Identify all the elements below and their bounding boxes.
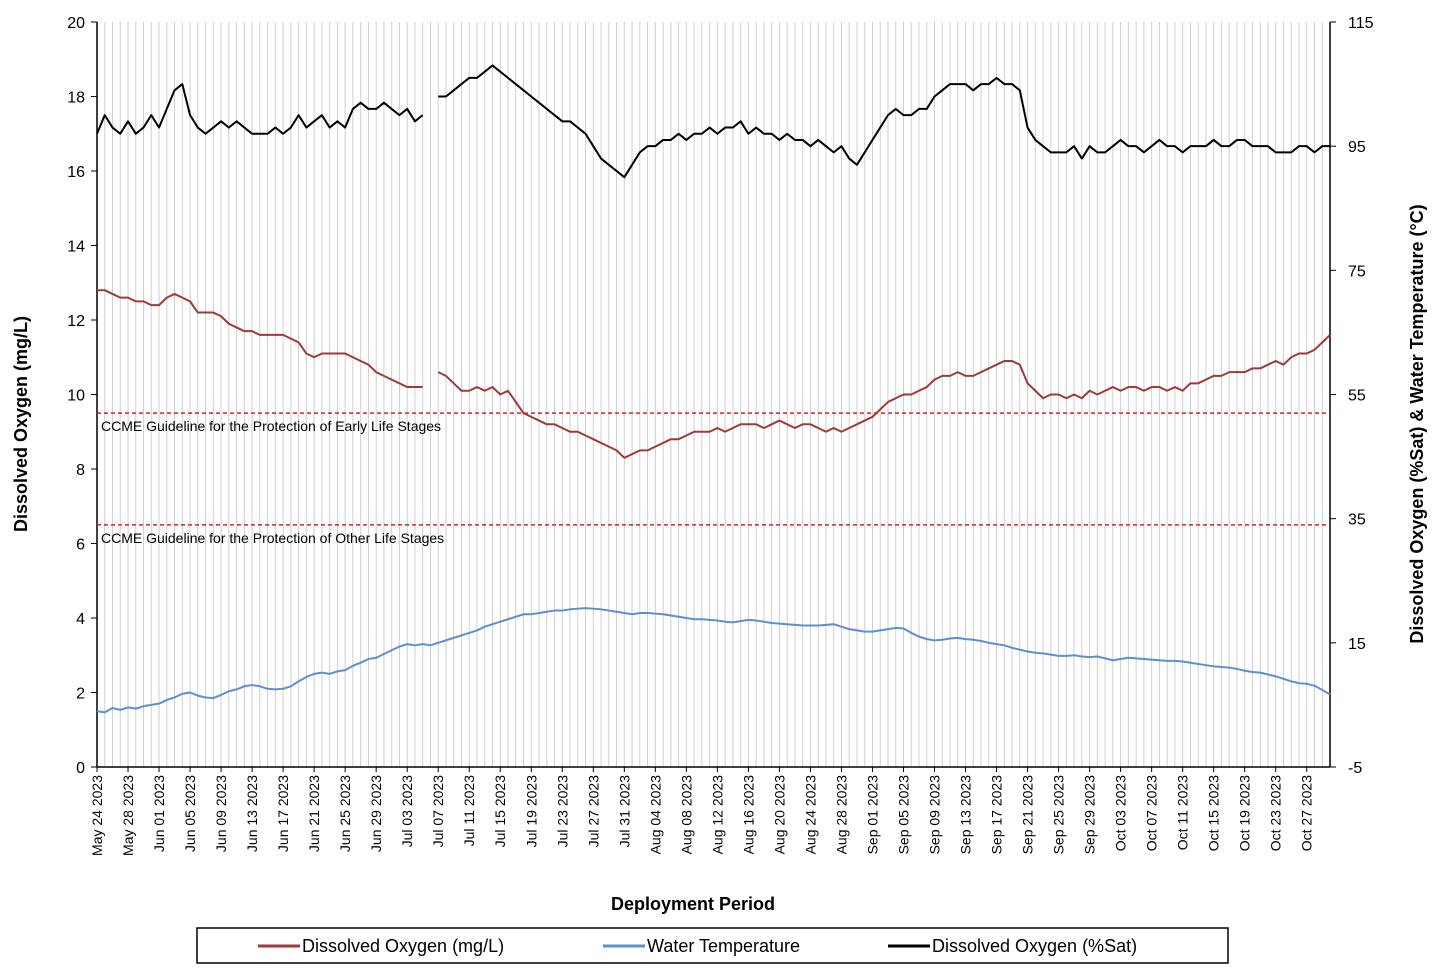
y-axis-title: Dissolved Oxygen (mg/L) [11,316,31,532]
x-tick-label: Jul 31 2023 [616,775,632,848]
x-tick-label: Jun 01 2023 [151,775,167,852]
x-tick-label: Jun 29 2023 [368,775,384,852]
x-tick-label: Jul 11 2023 [461,775,477,847]
x-tick-label: Aug 04 2023 [647,775,663,855]
x-tick-label: Aug 28 2023 [833,775,849,855]
x-tick-label: Jul 07 2023 [430,775,446,848]
x-tick-label: Aug 08 2023 [678,775,694,855]
line-series [96,64,1330,179]
y2-tick-label: 95 [1348,139,1366,156]
y-tick-label: 14 [67,239,85,256]
x-tick-label: Jul 03 2023 [399,775,415,848]
x-tick-label: Oct 11 2023 [1175,775,1191,850]
x-tick-label: Oct 15 2023 [1206,775,1222,851]
x-tick-label: Aug 16 2023 [740,775,756,855]
line-series [96,607,1331,714]
y-tick-label: 10 [67,388,85,405]
reference-label: CCME Guideline for the Protection of Ear… [101,418,441,434]
x-axis-title: Deployment Period [611,894,775,914]
legend-box [196,927,1229,964]
x-tick-label: Jul 19 2023 [523,775,539,848]
x-tick-label: Jul 15 2023 [492,775,508,848]
x-tick-label: Jun 17 2023 [275,775,291,852]
y2-tick-label: 35 [1348,512,1366,529]
x-tick-label: Sep 25 2023 [1051,775,1067,855]
x-tick-label: Oct 03 2023 [1113,775,1129,851]
x-tick-label: May 24 2023 [89,775,105,856]
x-tick-label: Sep 29 2023 [1082,775,1098,855]
x-tick-label: Oct 23 2023 [1268,775,1284,851]
x-tick-label: Oct 07 2023 [1144,775,1160,851]
y2-tick-label: -5 [1348,760,1362,777]
x-tick-label: Sep 17 2023 [989,775,1005,855]
x-tick-label: Jun 05 2023 [182,775,198,852]
line-series [97,289,1331,459]
y-tick-label: 6 [76,537,85,554]
y2-tick-label: 55 [1348,388,1366,405]
x-tick-label: Oct 19 2023 [1237,775,1253,851]
y2-axis-title: Dissolved Oxygen (%Sat) & Water Temperat… [1407,204,1427,643]
x-tick-label: Jul 23 2023 [554,775,570,848]
y-tick-label: 18 [67,90,85,107]
x-tick-label: Jun 13 2023 [244,775,260,852]
y-tick-label: 8 [76,462,85,479]
x-tick-label: May 28 2023 [120,775,136,856]
x-tick-label: Jul 27 2023 [585,775,601,848]
x-tick-label: Jun 25 2023 [337,775,353,852]
x-tick-label: Sep 13 2023 [958,775,974,855]
y-tick-label: 2 [76,686,85,703]
x-tick-label: Sep 05 2023 [895,775,911,855]
x-tick-label: Aug 24 2023 [802,775,818,855]
legend-label: Water Temperature [647,936,800,956]
x-tick-label: Aug 12 2023 [709,775,725,855]
x-tick-label: Oct 27 2023 [1299,775,1315,851]
y-tick-label: 12 [67,313,85,330]
y-tick-label: 20 [67,15,85,32]
y2-tick-label: 115 [1348,15,1374,32]
legend-label: Dissolved Oxygen (%Sat) [932,936,1137,956]
x-tick-label: Jun 21 2023 [306,775,322,852]
x-tick-label: Aug 20 2023 [771,775,787,855]
x-tick-label: Sep 21 2023 [1020,775,1036,855]
legend-label: Dissolved Oxygen (mg/L) [302,936,504,956]
x-tick-label: Jun 09 2023 [213,775,229,852]
y2-tick-label: 15 [1348,636,1366,653]
y2-tick-label: 75 [1348,263,1366,280]
x-tick-label: Sep 09 2023 [927,775,943,855]
x-tick-label: Sep 01 2023 [864,775,880,855]
y-tick-label: 4 [76,611,85,628]
y-tick-label: 0 [76,760,85,777]
reference-label: CCME Guideline for the Protection of Oth… [101,530,444,546]
y-tick-label: 16 [67,164,85,181]
